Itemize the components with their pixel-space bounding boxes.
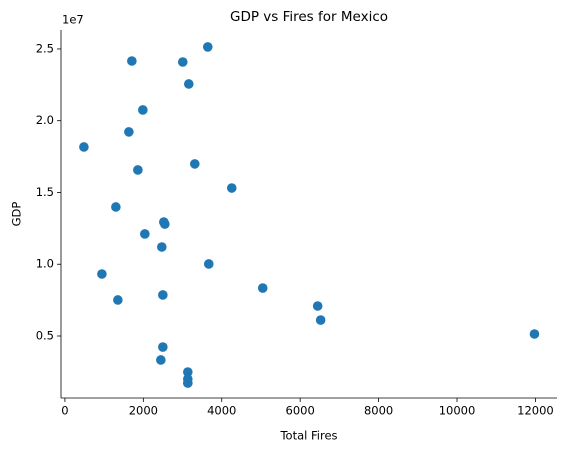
point (127, 56, 137, 66)
y-tick-label: 1.0 (36, 257, 54, 271)
point (158, 290, 168, 300)
point (257, 283, 268, 293)
point (177, 57, 188, 67)
point (124, 127, 134, 137)
point (312, 301, 323, 311)
x-tick-label: 0 (61, 404, 68, 418)
point (111, 202, 121, 212)
point (183, 378, 193, 388)
y-tick-label: 0.5 (36, 328, 54, 342)
point (189, 159, 200, 169)
y-tick-label: 2.5 (36, 41, 54, 55)
x-tick-label: 8000 (364, 404, 393, 418)
y-tick-label: 1.5 (36, 185, 54, 199)
point (203, 259, 214, 269)
x-tick-label: 12000 (517, 404, 554, 418)
x-axis-label: Total Fires (279, 429, 337, 443)
y-axis-label: GDP (10, 202, 24, 227)
point (140, 229, 150, 239)
point (183, 367, 193, 377)
point (157, 242, 167, 252)
point (315, 315, 326, 325)
point (97, 269, 107, 279)
point (113, 295, 123, 305)
point (158, 342, 168, 352)
point (160, 219, 170, 229)
y-tick-label: 2.0 (36, 113, 54, 127)
point (529, 329, 540, 339)
x-tick-label: 2000 (129, 404, 158, 418)
point (156, 355, 166, 365)
x-tick-label: 6000 (286, 404, 315, 418)
point (202, 42, 213, 52)
x-tick-label: 4000 (207, 404, 236, 418)
point (133, 165, 143, 175)
point (183, 79, 194, 89)
point (226, 183, 237, 193)
point (79, 142, 89, 152)
y-offset-label: 1e7 (62, 13, 84, 27)
x-tick-label: 10000 (439, 404, 476, 418)
chart-title: GDP vs Fires for Mexico (230, 9, 388, 25)
point (138, 105, 148, 115)
